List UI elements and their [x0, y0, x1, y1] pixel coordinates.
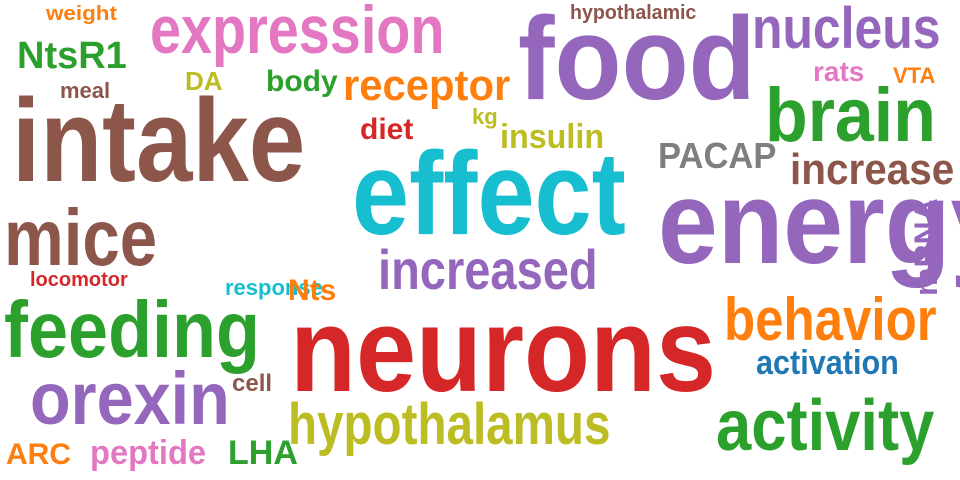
word-pacap: PACAP	[658, 135, 777, 176]
word-behavior: behavior	[724, 286, 937, 353]
word-effect: effect	[352, 128, 626, 260]
word-receptor: receptor	[343, 61, 511, 110]
word-nucleus: nucleus	[752, 0, 941, 61]
word-energy: mRNA	[908, 198, 944, 296]
word-meal: meal	[60, 78, 111, 103]
word-rats: rats	[813, 56, 865, 87]
word-activity: activity	[716, 386, 935, 466]
word-kg: kg	[472, 104, 498, 129]
word-lha: LHA	[228, 434, 298, 472]
word-vta: VTA	[893, 63, 936, 88]
word-peptide: peptide	[90, 434, 207, 472]
word-cell: cell	[232, 370, 273, 397]
word-body: body	[266, 65, 338, 98]
word-nts: response	[225, 275, 323, 300]
word-feeding: feeding	[4, 285, 261, 374]
word-response: locomotor	[30, 269, 128, 291]
word-insulin: insulin	[500, 118, 605, 156]
word-ntsr1: NtsR1	[17, 35, 127, 77]
word-da: DA	[185, 66, 223, 96]
word-orexin: orexin	[30, 357, 230, 440]
word-increase: increase	[790, 145, 955, 194]
word-neurons: neurons	[290, 283, 717, 417]
word-arc: ARC	[6, 438, 71, 471]
word-increased: mice	[4, 193, 158, 282]
word-hypothalamic: hypothalamic	[570, 2, 697, 24]
word-diet: diet	[360, 113, 414, 146]
word-weight: weight	[46, 3, 117, 25]
word-intake: intake	[12, 75, 306, 207]
word-food: food	[518, 0, 756, 125]
word-mrna: Nts	[288, 274, 337, 307]
word-mice: energy	[658, 157, 960, 289]
word-expression: expression	[150, 0, 445, 68]
word-hypothalamus: hypothalamus	[288, 392, 611, 457]
word-locomotor: increased	[378, 238, 598, 301]
word-activation: activation	[756, 344, 899, 382]
word-brain: brain	[765, 73, 936, 158]
